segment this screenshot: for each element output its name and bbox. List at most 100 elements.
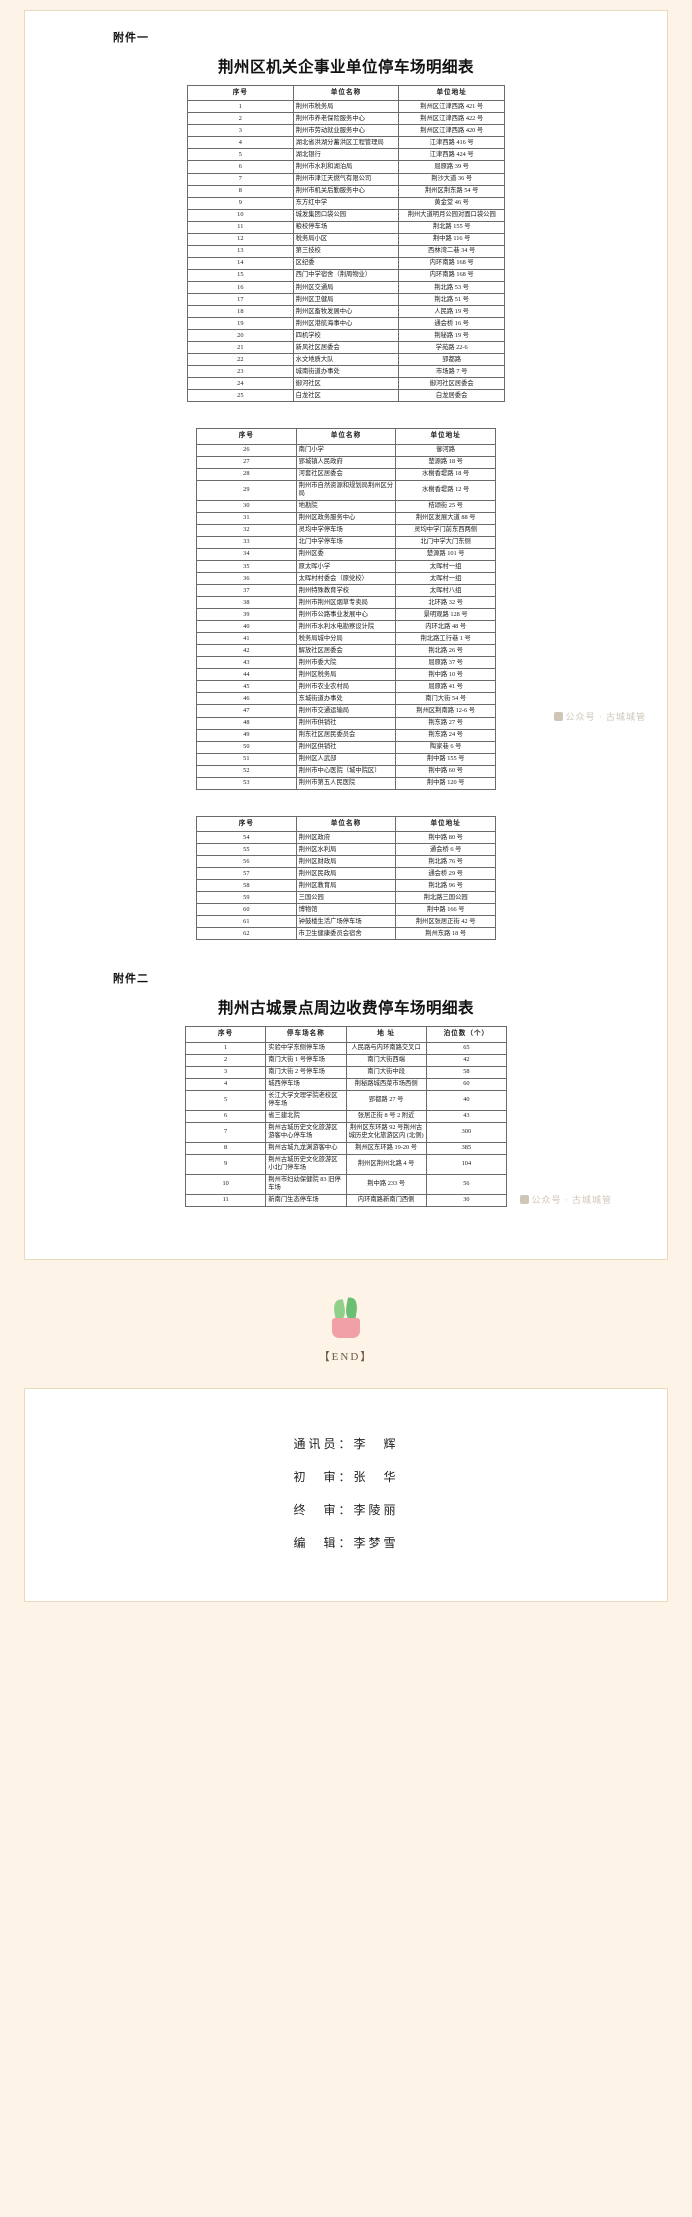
cell-idx: 28 bbox=[196, 467, 297, 481]
cell-name: 荆州区政务服务中心 bbox=[295, 511, 397, 525]
cell-addr: 荆中路 166 号 bbox=[395, 903, 496, 917]
cell-idx: 57 bbox=[196, 867, 297, 881]
table-row: 6 省三建北院 张居正街 8 号 2 附近 43 bbox=[184, 1109, 508, 1123]
cell-addr: 南门大街中段 bbox=[345, 1065, 427, 1079]
attachment-two-title: 荆州古城景点周边收费停车场明细表 bbox=[217, 1000, 474, 1018]
cell-addr: 荆中路 60 号 bbox=[395, 764, 496, 778]
cell-idx: 14 bbox=[187, 256, 294, 270]
table-row: 2 荆州市养老保险服务中心 荆州区江津西路 422 号 bbox=[187, 112, 505, 126]
cell-name: 粮校停车场 bbox=[292, 220, 400, 234]
table-row: 55 荆州区水利局 通会桥 6 号 bbox=[196, 843, 496, 857]
cell-name: 荆州古城九龙渊游客中心 bbox=[265, 1141, 347, 1155]
table-row: 4 城西停车场 荆秘路城西菜市场西侧 60 bbox=[184, 1077, 508, 1091]
cell-addr: 陶家巷 6 号 bbox=[395, 740, 496, 754]
table-row: 2 南门大街 1 号停车场 南门大街西端 42 bbox=[184, 1053, 508, 1067]
cell-addr: 荆秘路 19 号 bbox=[398, 329, 505, 343]
cell-addr: 荆中路 10 号 bbox=[395, 668, 496, 682]
cell-addr: 荆州区江津西路 422 号 bbox=[398, 112, 505, 126]
cell-idx: 24 bbox=[187, 377, 294, 391]
cell-num: 65 bbox=[425, 1041, 508, 1055]
col-unit-address: 单位地址 bbox=[395, 428, 496, 445]
table-row: 10 荆州市妇幼保健院 83 旧停车场 荆中路 233 号 56 bbox=[184, 1173, 508, 1195]
table-row: 37 荆州特殊教育学校 太晖村八组 bbox=[196, 584, 496, 598]
cell-addr: 学苑路 22-6 bbox=[398, 341, 505, 355]
table-row: 9 荆州古城历史文化旅游区小北门停车场 荆州区荆州北路 4 号 104 bbox=[184, 1153, 508, 1175]
cell-num: 104 bbox=[425, 1153, 508, 1175]
cell-addr: 荆州区东环路 92 号荆州古城历史文化旅游区内 (北侧) bbox=[345, 1121, 427, 1143]
cell-idx: 7 bbox=[184, 1121, 267, 1143]
table-row: 54 荆州区政府 荆中路 80 号 bbox=[196, 831, 496, 845]
cell-idx: 54 bbox=[196, 831, 297, 845]
cell-name: 荆州市供销社 bbox=[295, 716, 397, 730]
cell-name: 郢城镇人民政府 bbox=[295, 455, 397, 469]
table-row: 35 原太晖小学 太晖村一组 bbox=[196, 559, 496, 573]
cell-addr: 荆州区江津西路 420 号 bbox=[398, 124, 505, 138]
table-row: 34 荆州区委 楚源路 101 号 bbox=[196, 547, 496, 561]
cell-idx: 21 bbox=[187, 341, 294, 355]
cell-idx: 47 bbox=[196, 704, 297, 718]
cell-name: 荆州区人武部 bbox=[295, 752, 397, 766]
cell-addr: 北环路 32 号 bbox=[395, 596, 496, 610]
cell-idx: 9 bbox=[187, 196, 294, 210]
cell-name: 税务局小区 bbox=[292, 232, 400, 246]
parking-table-part1: 序号 单位名称 单位地址 1 荆州市税务局 荆州区江津西路 421 号 2 荆州市养老保… bbox=[187, 84, 505, 403]
cell-addr: 北门中学大门东侧 bbox=[395, 535, 496, 549]
cell-idx: 15 bbox=[187, 268, 294, 282]
cell-idx: 10 bbox=[187, 208, 294, 222]
cell-name: 南门大街 1 号停车场 bbox=[265, 1053, 347, 1067]
table-row: 50 荆州区供销社 陶家巷 6 号 bbox=[196, 740, 496, 754]
cell-name: 荆州古城历史文化旅游区小北门停车场 bbox=[265, 1153, 347, 1175]
cell-idx: 60 bbox=[196, 903, 297, 917]
cell-idx: 39 bbox=[196, 608, 297, 622]
cell-name: 市卫生健康委员会宿舍 bbox=[295, 927, 397, 941]
cell-name: 原太晖小学 bbox=[295, 559, 397, 573]
cell-num: 43 bbox=[425, 1109, 508, 1123]
cell-idx: 5 bbox=[184, 1089, 267, 1111]
cell-name: 荆州市机关后勤服务中心 bbox=[292, 184, 400, 198]
cell-idx: 34 bbox=[196, 547, 297, 561]
cell-idx: 46 bbox=[196, 692, 297, 706]
credit-final-review: 终 审：李陵丽 bbox=[293, 1503, 399, 1517]
cell-name: 荆州市津江天燃气有限公司 bbox=[292, 172, 400, 186]
cell-idx: 56 bbox=[196, 855, 297, 869]
col-lot-name: 停车场名称 bbox=[265, 1026, 347, 1043]
table-row: 1 荆州市税务局 荆州区江津西路 421 号 bbox=[187, 100, 505, 114]
cell-addr: 荆州区张居正街 42 号 bbox=[395, 915, 496, 929]
col-address: 地 址 bbox=[345, 1026, 427, 1043]
cell-name: 荆州市农业农村局 bbox=[295, 680, 397, 694]
table-row: 19 荆州区港航海事中心 通会桥 16 号 bbox=[187, 317, 505, 331]
col-unit-address: 单位地址 bbox=[398, 84, 505, 102]
cell-addr: 市场路 7 号 bbox=[398, 365, 505, 379]
cell-idx: 10 bbox=[184, 1173, 267, 1195]
cell-idx: 1 bbox=[184, 1041, 267, 1055]
cell-name: 荆州区水利局 bbox=[295, 843, 397, 857]
cell-name: 西门中学宿舍（荆周物业） bbox=[292, 268, 400, 282]
cell-addr: 白龙居委会 bbox=[398, 389, 505, 403]
table-row: 43 荆州市委大院 屈原路 37 号 bbox=[196, 656, 496, 670]
cell-idx: 61 bbox=[196, 915, 297, 929]
cell-addr: 屈原路 41 号 bbox=[395, 680, 496, 694]
cell-addr: 南门大街西端 bbox=[345, 1053, 427, 1067]
cell-idx: 6 bbox=[184, 1109, 267, 1123]
cell-addr: 江津西路 416 号 bbox=[398, 136, 505, 150]
table-row: 53 荆州市第五人民医院 荆中路 120 号 bbox=[196, 776, 496, 790]
cell-idx: 29 bbox=[196, 479, 297, 501]
cell-idx: 48 bbox=[196, 716, 297, 730]
cell-idx: 16 bbox=[187, 280, 294, 294]
table-row: 4 湖北省洪湖分蓄洪区工程管理局 江津西路 416 号 bbox=[187, 136, 505, 150]
cell-idx: 11 bbox=[184, 1193, 267, 1207]
credit-first-review: 初 审：张 华 bbox=[293, 1470, 399, 1484]
cell-name: 地勘院 bbox=[295, 499, 397, 513]
cell-idx: 62 bbox=[196, 927, 297, 941]
table-row: 20 四机学校 荆秘路 19 号 bbox=[187, 329, 505, 343]
scenic-parking-table: 序号 停车场名称 地 址 泊位数（个） 1 实验中学东侧停车场 人民路与内环南路交叉… bbox=[184, 1026, 508, 1207]
cell-num: 40 bbox=[425, 1089, 508, 1111]
cell-name: 荆州市水利和湖泊局 bbox=[292, 160, 400, 174]
table-row: 23 城南街道办事处 市场路 7 号 bbox=[187, 365, 505, 379]
cell-name: 城西停车场 bbox=[265, 1077, 347, 1091]
cell-addr: 荆北路工行巷 1 号 bbox=[395, 632, 496, 646]
cell-name: 北门中学停车场 bbox=[295, 535, 397, 549]
table-row: 21 新风社区居委会 学苑路 22-6 bbox=[187, 341, 505, 355]
cell-addr: 荆州东路 18 号 bbox=[395, 927, 496, 941]
table-row: 62 市卫生健康委员会宿舍 荆州东路 18 号 bbox=[196, 927, 496, 941]
